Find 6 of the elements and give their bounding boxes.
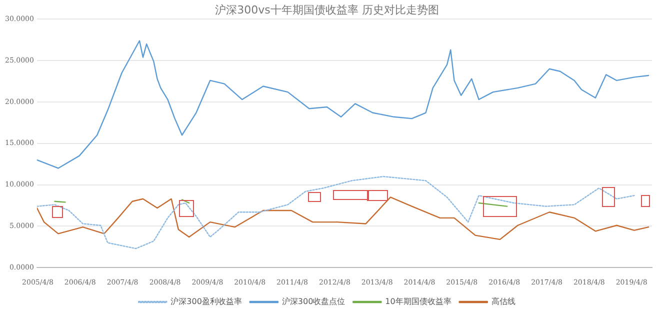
legend-label: 沪深300收盘点位 — [282, 297, 346, 306]
legend-label: 高估线 — [491, 297, 516, 306]
chart-title: 沪深300vs十年期国债收益率 历史对比走势图 — [215, 3, 439, 16]
legend-label: 10年期国债收益率 — [385, 297, 452, 306]
legend-label: 沪深300盈利收益率 — [170, 297, 242, 306]
line-series — [36, 176, 635, 250]
